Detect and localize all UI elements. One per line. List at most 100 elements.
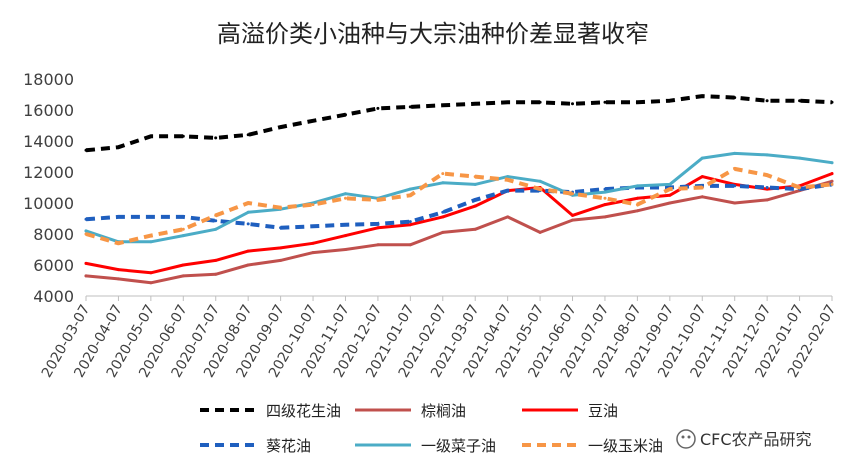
data-point [538,179,542,183]
data-point [733,151,737,155]
data-point [84,232,88,236]
y-tick-label: 10000 [23,194,74,213]
data-point [214,136,218,140]
legend-label: 一级菜子油 [421,437,496,455]
wechat-icon-dot [681,435,685,439]
data-point [441,230,445,234]
data-point [408,105,412,109]
y-tick-label: 8000 [33,225,74,244]
data-point [149,134,153,138]
axes: 4000600080001000012000140001600018000202… [23,70,839,380]
chart-title: 高溢价类小油种与大宗油种价差显著收窄 [217,20,649,48]
data-point [700,156,704,160]
y-tick-label: 12000 [23,163,74,182]
data-point [733,96,737,100]
data-point [181,134,185,138]
data-point [116,215,120,219]
wechat-icon-dot-2 [687,435,691,439]
data-point [830,161,834,165]
data-point [635,209,639,213]
data-point [246,263,250,267]
data-point [603,190,607,194]
data-point [765,153,769,157]
data-point [441,215,445,219]
data-point [765,99,769,103]
wechat-icon [676,429,696,449]
data-point [635,100,639,104]
data-point [116,268,120,272]
data-point [149,271,153,275]
data-point [506,178,510,182]
legend-label: 豆油 [588,402,618,420]
data-point [571,218,574,222]
data-point [376,243,380,247]
data-point [181,215,185,219]
data-point [311,251,315,255]
data-point [408,223,412,227]
data-point [214,219,218,223]
data-point [214,272,218,276]
data-point [473,227,477,231]
data-point [181,274,185,278]
data-point [246,249,250,253]
data-point [603,100,607,104]
data-point [181,227,185,231]
data-point [635,203,639,207]
data-point [246,133,250,137]
data-point [84,217,88,221]
watermark-text: CFC农产品研究 [700,430,812,449]
data-point [668,193,672,197]
data-point [408,220,412,224]
data-point [571,192,574,196]
y-tick-label: 6000 [33,256,74,275]
data-point [441,172,445,176]
data-point [408,243,412,247]
data-point [376,106,380,110]
series-line-4 [85,182,833,230]
y-tick-label: 16000 [23,101,74,120]
series-line-1 [85,94,833,153]
data-point [733,184,737,188]
data-point [116,145,120,149]
data-point [279,206,283,210]
data-point [506,175,510,179]
data-point [149,234,153,238]
series-line-2 [84,179,834,285]
data-point [733,201,737,205]
data-point [376,222,380,226]
data-point [441,103,445,107]
data-point [279,246,283,250]
data-point [84,229,88,233]
data-point [506,215,510,219]
data-point [798,156,802,160]
data-point [668,187,672,191]
data-point [116,277,120,281]
data-point [344,196,347,200]
data-point [571,102,574,106]
series-layer [84,94,834,285]
data-point [571,213,574,217]
series-line-3 [84,172,834,275]
data-point [603,203,607,207]
data-point [181,263,185,267]
legend-label: 棕榈油 [421,402,466,420]
data-point [279,226,283,230]
series-line-5 [84,151,834,244]
data-point [149,240,153,244]
data-point [344,248,347,251]
data-point [473,175,477,179]
data-point [311,119,315,123]
data-point [700,94,704,98]
data-point [538,100,542,104]
data-point [311,241,315,245]
data-point [214,227,218,231]
data-point [246,201,250,205]
data-point [408,187,412,191]
data-point [765,173,769,177]
data-point [668,182,672,186]
data-point [506,100,510,104]
legend-label: 一级玉米油 [588,437,663,455]
y-tick-label: 18000 [23,70,74,89]
data-point [214,258,218,262]
data-point [376,226,380,230]
